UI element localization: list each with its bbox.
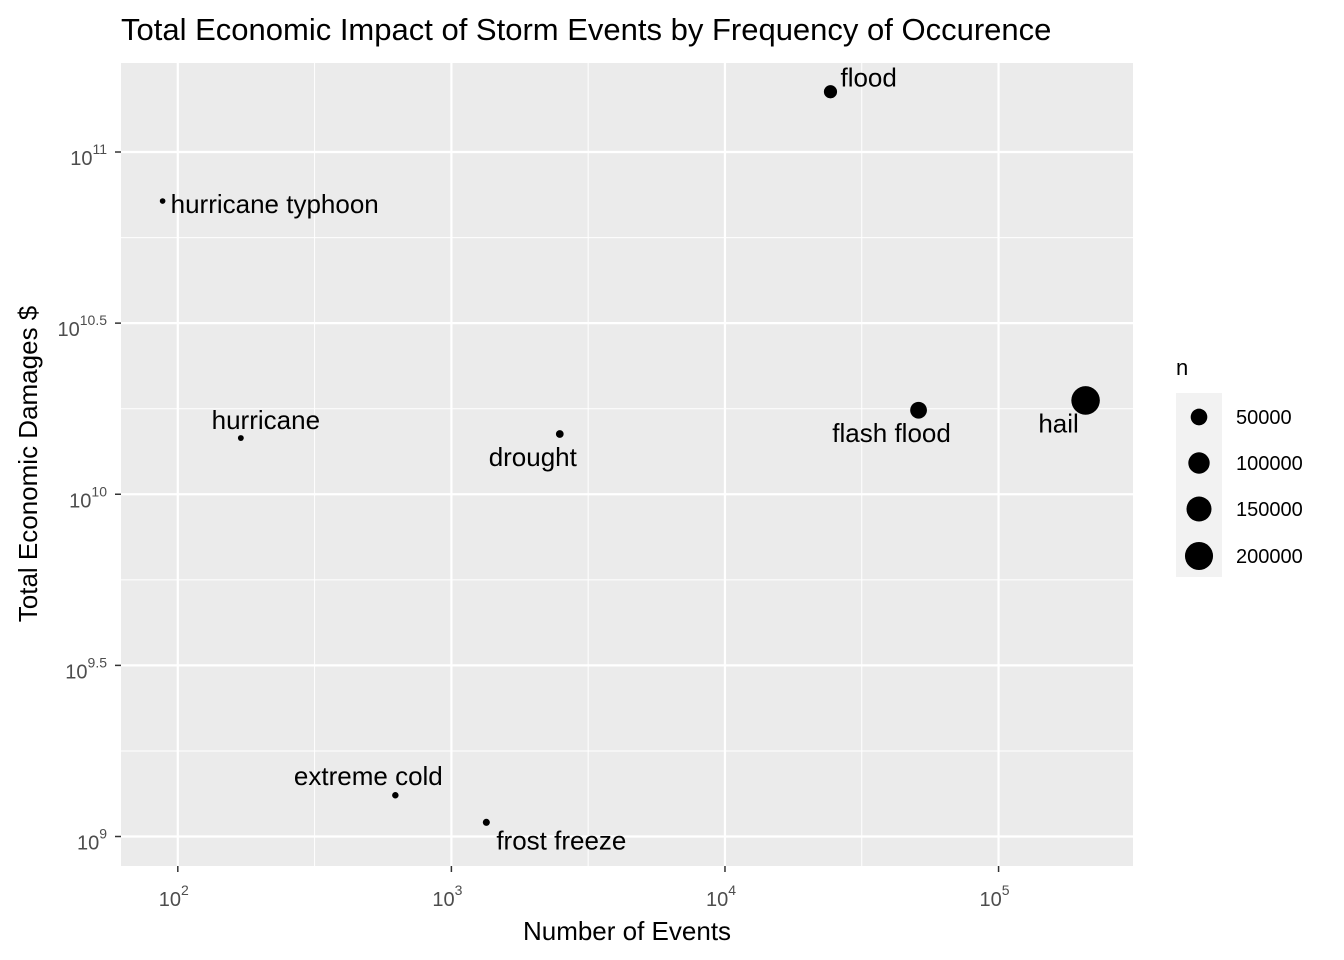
x-tick-label: 103 xyxy=(432,882,462,911)
legend-key-circle xyxy=(1190,408,1208,426)
point-labels: flood hurricane typhoon hurricane drought fl… xyxy=(171,63,1079,856)
axis-ticks xyxy=(115,151,1000,872)
data-point xyxy=(555,430,564,438)
data-point xyxy=(823,85,838,99)
x-tick-label: 104 xyxy=(706,882,736,911)
legend-key-circle xyxy=(1186,496,1212,522)
major-gridlines xyxy=(121,63,1133,866)
legend-key-circle xyxy=(1184,541,1214,571)
data-point xyxy=(159,198,166,204)
point-label: flood xyxy=(840,63,896,93)
legend-label: 100000 xyxy=(1236,453,1303,475)
plot-panel xyxy=(121,63,1133,866)
point-label: hurricane xyxy=(212,405,320,435)
point-label: hurricane typhoon xyxy=(171,189,379,219)
x-tick-label: 105 xyxy=(980,882,1010,911)
y-tick-label: 109 xyxy=(77,826,107,855)
data-point xyxy=(392,791,399,799)
chart-title: Total Economic Impact of Storm Events by… xyxy=(121,12,1051,47)
data-point xyxy=(910,401,927,419)
data-points xyxy=(159,85,1100,826)
legend-label: 150000 xyxy=(1236,499,1303,521)
legend-title: n xyxy=(1176,355,1188,380)
size-legend: n 50000 100000 150000 200000 xyxy=(1176,355,1303,577)
point-label: flash flood xyxy=(832,418,951,448)
y-tick-label: 109.5 xyxy=(65,654,107,683)
y-tick-label: 1010.5 xyxy=(58,312,108,341)
tick-labels: 102 103 104 105 109 109.5 1010 1010.5 1011 xyxy=(58,141,1010,911)
point-label: drought xyxy=(489,442,578,472)
x-axis-title: Number of Events xyxy=(523,916,731,946)
legend-label: 200000 xyxy=(1236,546,1303,568)
x-tick-label: 102 xyxy=(159,882,189,911)
y-tick-label: 1011 xyxy=(70,141,107,170)
legend-key-circle xyxy=(1188,452,1210,474)
y-tick-label: 1010 xyxy=(69,483,107,512)
legend-label: 50000 xyxy=(1236,407,1292,429)
point-label: frost freeze xyxy=(496,825,626,855)
y-axis-title: Total Economic Damages $ xyxy=(13,305,43,622)
minor-gridlines xyxy=(121,63,1133,866)
point-label: extreme cold xyxy=(294,761,443,791)
data-point xyxy=(1071,386,1100,415)
point-label: hail xyxy=(1038,408,1078,438)
data-point xyxy=(482,818,490,826)
data-point xyxy=(237,435,244,441)
